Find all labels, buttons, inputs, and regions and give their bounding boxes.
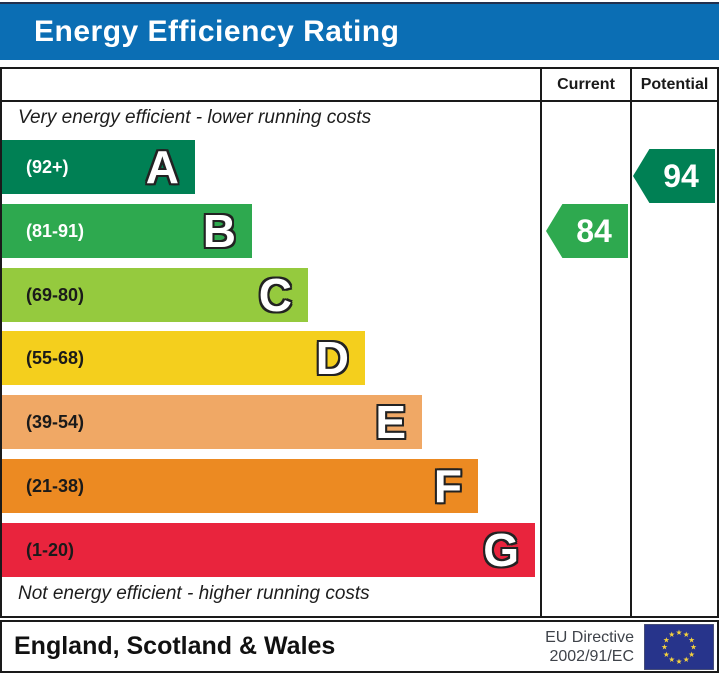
column-divider-current (540, 69, 542, 616)
band-range-label-g: (1-20) (26, 539, 75, 560)
svg-text:★: ★ (668, 630, 675, 639)
band-range-label-c: (69-80) (26, 284, 85, 305)
band-letter-b: B (202, 205, 236, 257)
note-very-efficient: Very energy efficient - lower running co… (18, 107, 372, 128)
page-title: Energy Efficiency Rating (34, 15, 400, 48)
region-label: England, Scotland & Wales (14, 632, 336, 660)
band-letter-e: E (375, 396, 406, 448)
band-bar-c: (69-80) C (2, 268, 308, 322)
band-letter-g: G (483, 524, 519, 576)
svg-text:★: ★ (683, 655, 690, 664)
band-bar-f: (21-38) F (2, 459, 478, 513)
svg-text:★: ★ (683, 630, 690, 639)
eu-directive-line1: EU Directive (545, 628, 634, 646)
svg-text:★: ★ (676, 628, 683, 637)
svg-text:★: ★ (690, 642, 697, 651)
svg-text:★: ★ (676, 657, 683, 666)
svg-text:★: ★ (688, 635, 695, 644)
current-rating-value: 84 (576, 212, 612, 249)
band-bar-d: (55-68) D (2, 331, 365, 385)
svg-text:★: ★ (663, 649, 670, 658)
band-bar-e: (39-54) E (2, 395, 422, 449)
band-letter-a: A (145, 141, 179, 193)
table-header-row: Current Potential (2, 69, 717, 102)
title-bar: Energy Efficiency Rating (0, 2, 719, 60)
band-letter-f: F (433, 460, 462, 512)
column-header-current: Current (557, 75, 615, 93)
eu-directive-line2: 2002/91/EC (549, 647, 634, 665)
band-bar-g: (1-20) G (2, 523, 535, 577)
footer-bar: England, Scotland & Wales EU Directive 2… (0, 620, 719, 673)
rating-table: Current Potential Very energy efficient … (0, 67, 719, 618)
band-bar-b: (81-91) B (2, 204, 252, 258)
band-range-label-a: (92+) (26, 156, 69, 177)
potential-rating-arrow: 94 (633, 149, 715, 203)
band-range-label-f: (21-38) (26, 475, 85, 496)
band-range-label-e: (39-54) (26, 411, 85, 432)
band-range-label-d: (55-68) (26, 347, 85, 368)
band-letter-c: C (258, 269, 292, 321)
svg-text:★: ★ (668, 655, 675, 664)
eu-directive-label: EU Directive 2002/91/EC (545, 628, 634, 666)
potential-rating-value: 94 (663, 157, 699, 194)
svg-text:★: ★ (661, 642, 668, 651)
band-letter-d: D (315, 332, 349, 384)
eu-flag-icon: ★ ★★★★★★★★★★★ (644, 623, 714, 670)
column-divider-potential (630, 69, 632, 616)
svg-text:★: ★ (663, 635, 670, 644)
band-bar-a: (92+) A (2, 140, 195, 194)
note-not-efficient: Not energy efficient - higher running co… (18, 583, 370, 604)
svg-text:★: ★ (688, 649, 695, 658)
column-header-potential: Potential (640, 75, 709, 93)
current-rating-arrow: 84 (546, 204, 628, 258)
band-range-label-b: (81-91) (26, 220, 85, 241)
